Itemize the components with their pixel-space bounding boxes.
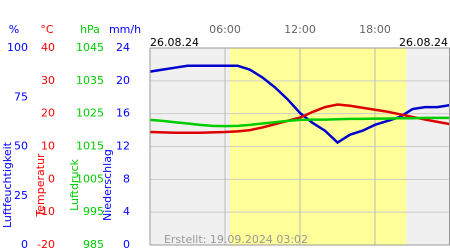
axis-title: Niederschlag — [101, 149, 114, 221]
x-tick-label: 12:00 — [284, 23, 316, 36]
y-tick-label: 20 — [116, 74, 130, 87]
y-tick-label: -20 — [37, 238, 55, 250]
y-tick-label: 0 — [21, 238, 28, 250]
y-tick-label: 1035 — [76, 74, 104, 87]
date-end: 26.08.24 — [399, 36, 448, 49]
y-tick-label: 4 — [123, 205, 130, 218]
y-tick-label: 16 — [116, 107, 130, 120]
date-start: 26.08.24 — [150, 36, 199, 49]
axis-title: Temperatur — [34, 153, 47, 218]
y-tick-label: 30 — [41, 74, 55, 87]
y-tick-label: 24 — [116, 41, 130, 54]
axis-unit: % — [9, 23, 19, 36]
y-tick-label: 25 — [14, 189, 28, 202]
y-tick-label: 1045 — [76, 41, 104, 54]
x-tick-label: 06:00 — [209, 23, 241, 36]
y-tick-label: 1025 — [76, 107, 104, 120]
y-tick-label: 50 — [14, 140, 28, 153]
axis-unit: hPa — [80, 23, 100, 36]
y-tick-label: 0 — [123, 238, 130, 250]
y-tick-label: 1015 — [76, 140, 104, 153]
y-tick-label: 8 — [123, 172, 130, 185]
x-tick-label: 18:00 — [359, 23, 391, 36]
y-tick-label: 40 — [41, 41, 55, 54]
y-tick-label: 985 — [83, 238, 104, 250]
series-line — [149, 103, 450, 134]
y-tick-label: 10 — [41, 140, 55, 153]
y-tick-label: -10 — [37, 205, 55, 218]
series-line — [149, 116, 450, 128]
y-tick-label: 1005 — [76, 172, 104, 185]
y-tick-label: 75 — [14, 90, 28, 103]
axis-title: Luftfeuchtigkeit — [1, 141, 14, 228]
footer: Erstellt: 19.09.2024 03:02 — [164, 233, 308, 246]
y-tick-label: 20 — [41, 107, 55, 120]
y-tick-label: 0 — [48, 172, 55, 185]
axis-unit: °C — [40, 23, 54, 36]
axis-unit: mm/h — [109, 23, 141, 36]
axis-title: Luftdruck — [68, 158, 81, 210]
series-line — [149, 64, 450, 145]
y-tick-label: 12 — [116, 140, 130, 153]
y-tick-label: 100 — [7, 41, 28, 54]
y-tick-label: 995 — [83, 205, 104, 218]
